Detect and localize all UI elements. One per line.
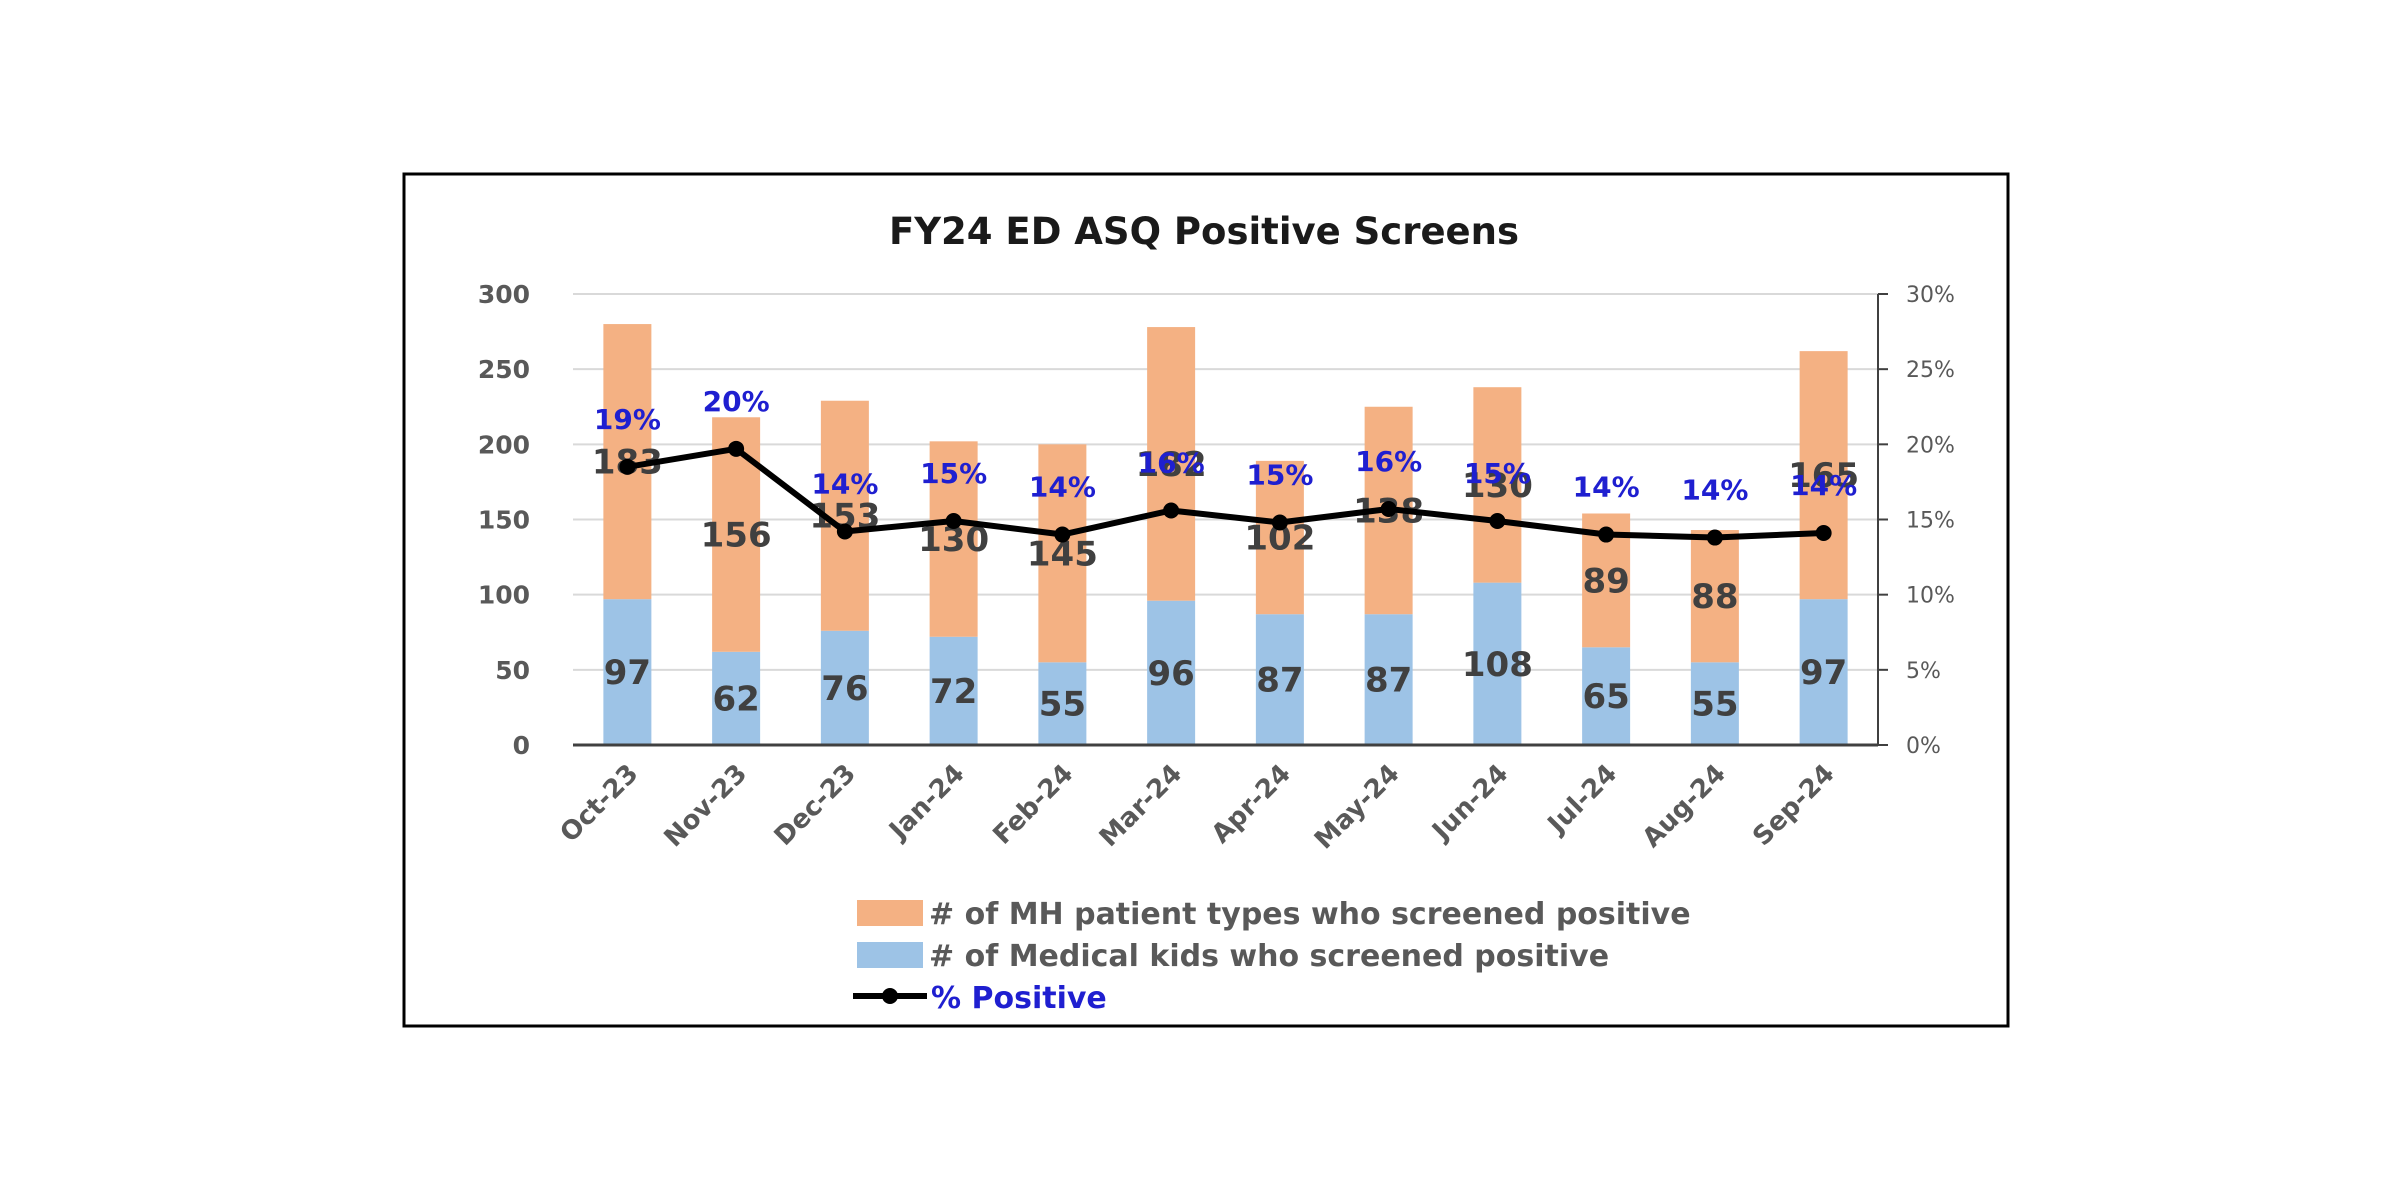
legend-line-marker — [882, 988, 898, 1004]
percent-point — [1489, 513, 1506, 530]
y2-tick-label: 20% — [1906, 433, 1955, 458]
y-tick-label: 200 — [478, 430, 530, 459]
percent-label: 14% — [1681, 474, 1748, 507]
bar-medical — [1690, 662, 1739, 745]
bar-mh-label: 130 — [1462, 466, 1533, 506]
right-axis-ticks: 0% 5% 10% 15% 20% 25% 30% — [1878, 283, 1955, 759]
percent-point — [1598, 526, 1615, 543]
percent-point — [1163, 502, 1180, 519]
chart-title: FY24 ED ASQ Positive Screens — [889, 210, 1519, 253]
bar-mh — [1038, 444, 1087, 663]
bar-mh — [1255, 460, 1304, 615]
percent-point — [1054, 526, 1071, 543]
bar-medical — [603, 599, 652, 745]
bar-medical — [1364, 614, 1413, 745]
legend-label-mh: # of MH patient types who screened posit… — [929, 897, 1691, 932]
bar-medical-label: 87 — [1256, 661, 1303, 701]
percent-point — [619, 458, 636, 475]
bar-mh — [1690, 530, 1739, 663]
percent-point — [836, 523, 853, 540]
y2-tick-label: 10% — [1906, 584, 1955, 609]
bar-medical — [1473, 582, 1522, 745]
bar-medical — [712, 651, 761, 745]
percent-label: 14% — [811, 468, 878, 501]
percent-label: 16% — [1355, 445, 1422, 478]
percent-point — [1380, 500, 1397, 517]
bar-medical-label: 76 — [821, 669, 868, 709]
legend: # of MH patient types who screened posit… — [853, 897, 1691, 1016]
bar-medical — [820, 630, 869, 745]
percent-point — [1706, 529, 1723, 546]
bar-medical-label: 108 — [1462, 645, 1533, 685]
legend-swatch-mh — [857, 900, 923, 926]
bar-medical-label: 97 — [604, 653, 651, 693]
percent-label: 14% — [1790, 469, 1857, 502]
y-tick-label: 100 — [478, 581, 530, 610]
y2-tick-label: 15% — [1906, 509, 1955, 534]
percent-label: 15% — [920, 457, 987, 490]
y-tick-label: 150 — [478, 506, 530, 535]
percent-label: 15% — [1464, 457, 1531, 490]
y2-tick-label: 30% — [1906, 283, 1955, 308]
percent-point — [945, 513, 962, 530]
bar-mh — [1147, 327, 1196, 601]
bar-mh — [929, 441, 978, 637]
bar-medical-label: 87 — [1365, 661, 1412, 701]
y-tick-label: 300 — [478, 280, 530, 309]
bar-mh-label: 156 — [701, 516, 772, 556]
bar-medical — [1582, 647, 1631, 745]
percent-label: 16% — [1138, 446, 1205, 479]
y-tick-label: 50 — [495, 656, 530, 685]
chart-frame — [402, 172, 2010, 1028]
legend-swatch-medical — [857, 942, 923, 968]
percent-label: 19% — [594, 403, 661, 436]
percent-label: 20% — [703, 385, 770, 418]
bar-mh — [1799, 351, 1848, 600]
percent-label: 14% — [1573, 471, 1640, 504]
bar-medical-label: 97 — [1800, 653, 1847, 693]
percent-point — [1815, 525, 1832, 542]
bar-medical-label: 55 — [1039, 685, 1086, 725]
bar-medical-label: 72 — [930, 672, 977, 712]
bar-mh-label: 182 — [1136, 445, 1207, 485]
bar-medical — [929, 636, 978, 745]
legend-label-medical: # of Medical kids who screened positive — [929, 939, 1609, 974]
legend-label-percent: % Positive — [931, 981, 1107, 1016]
bar-medical-label: 96 — [1147, 654, 1194, 694]
left-axis-ticks: 0 50 100 150 200 250 300 — [478, 280, 530, 760]
percent-label: 14% — [1029, 471, 1096, 504]
y2-tick-label: 5% — [1906, 659, 1941, 684]
bar-medical-label: 55 — [1691, 685, 1738, 725]
y-tick-label: 250 — [478, 355, 530, 384]
bars — [603, 324, 1848, 745]
percent-label: 15% — [1246, 459, 1313, 492]
percent-line — [619, 440, 1832, 546]
bar-medical-label: 65 — [1582, 677, 1629, 717]
bar-mh — [1473, 387, 1522, 583]
percent-point — [1271, 514, 1288, 531]
bar-medical — [1255, 614, 1304, 745]
bar-mh-label: 88 — [1691, 577, 1738, 617]
axes — [573, 294, 1879, 747]
y-tick-label: 0 — [513, 731, 530, 760]
bar-medical — [1799, 599, 1848, 745]
y2-tick-label: 0% — [1906, 734, 1941, 759]
bar-medical — [1147, 600, 1196, 745]
bar-mh-label: 89 — [1582, 561, 1629, 601]
bar-medical-label: 62 — [712, 679, 759, 719]
percent-point — [728, 440, 745, 457]
percent-line-path — [626, 445, 1824, 541]
bar-mh-label: 165 — [1788, 456, 1859, 496]
percent-labels: 19% 20% 14% 15% 14% 16% 15% 16% 15% 14% 14% 14% — [594, 385, 1857, 507]
bar-medical — [1038, 662, 1087, 745]
y2-tick-label: 25% — [1906, 358, 1955, 383]
gridlines — [573, 293, 1878, 671]
